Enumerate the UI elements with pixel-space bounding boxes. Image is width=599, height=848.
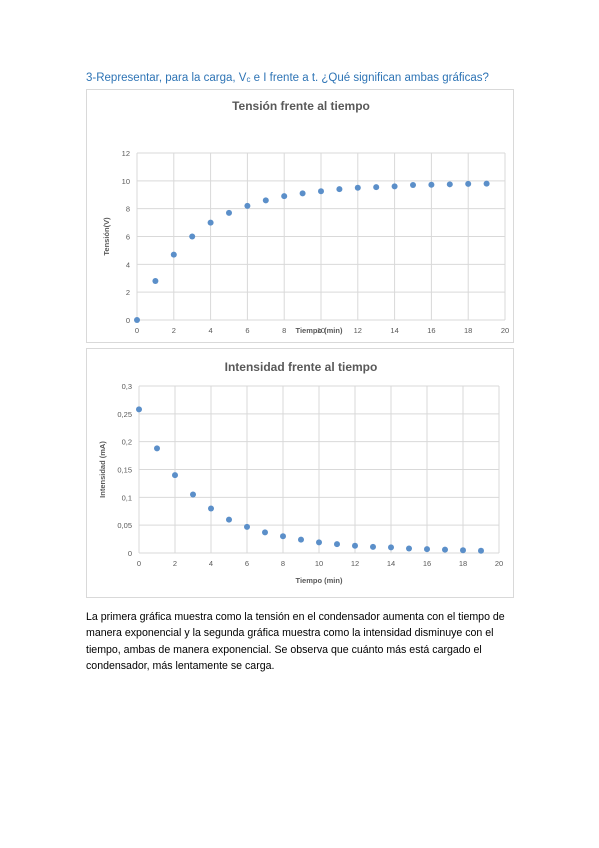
- data-point: [373, 184, 380, 191]
- voltage-chart: 0 2 4 6 8 10 12 0 2 4 6 8 10 12 14 16 18 20 Tensión frente…: [86, 89, 514, 343]
- y-tick-label: 0: [126, 316, 130, 325]
- x-tick-label: 0: [137, 559, 141, 568]
- chart-title: Tensión frente al tiempo: [232, 99, 370, 113]
- data-point: [244, 202, 251, 209]
- data-point: [465, 180, 472, 187]
- x-tick-label: 16: [423, 559, 431, 568]
- y-tick-label: 0,25: [117, 410, 132, 419]
- current-chart-svg: 0 0,05 0,1 0,15 0,2 0,25 0,3 0 2 4 6 8 10 12 14 16 18 20 I…: [98, 360, 503, 585]
- x-tick-label: 20: [501, 326, 509, 335]
- data-point: [318, 188, 324, 195]
- x-tick-label: 16: [427, 326, 435, 335]
- y-tick-label: 4: [126, 260, 130, 269]
- data-point: [410, 182, 416, 189]
- data-point: [483, 180, 490, 187]
- x-tick-label: 8: [281, 559, 285, 568]
- x-tick-label: 8: [282, 326, 286, 335]
- y-tick-label: 10: [122, 177, 130, 186]
- x-tick-label: 6: [245, 559, 249, 568]
- data-point: [334, 541, 340, 548]
- current-chart: 0 0,05 0,1 0,15 0,2 0,25 0,3 0 2 4 6 8 10 12 14 16 18 20 I…: [86, 348, 514, 598]
- x-tick-label: 10: [317, 326, 325, 335]
- section-heading: 3-Representar, para la carga, Vc e I fre…: [86, 72, 489, 84]
- x-tick-label: 2: [173, 559, 177, 568]
- x-tick-label: 18: [459, 559, 467, 568]
- data-point: [172, 472, 178, 479]
- x-tick-label: 4: [209, 326, 213, 335]
- data-point: [299, 190, 306, 197]
- data-point: [154, 445, 160, 452]
- data-point: [152, 278, 159, 285]
- x-tick-label: 4: [209, 559, 213, 568]
- data-point: [388, 544, 394, 551]
- data-point: [136, 406, 142, 413]
- y-axis-label: Tensión(V): [102, 217, 111, 256]
- y-tick-label: 0: [128, 549, 132, 558]
- y-tick-label: 0,3: [122, 382, 132, 391]
- x-tick-label: 6: [245, 326, 249, 335]
- x-axis-label: Tiempo (min): [296, 326, 343, 335]
- subscript-c: c: [246, 75, 251, 84]
- data-point: [428, 181, 435, 188]
- x-tick-label: 12: [354, 326, 362, 335]
- y-tick-label: 0,2: [122, 438, 132, 447]
- data-point: [170, 251, 177, 258]
- data-point: [226, 516, 232, 523]
- data-point: [352, 542, 358, 549]
- data-point: [189, 233, 196, 240]
- data-point: [460, 547, 466, 554]
- x-tick-label: 14: [390, 326, 398, 335]
- data-point: [281, 193, 288, 200]
- data-point: [442, 546, 448, 553]
- x-tick-label: 18: [464, 326, 472, 335]
- voltage-chart-svg: 0 2 4 6 8 10 12 0 2 4 6 8 10 12 14 16 18 20 Tensión frente…: [102, 99, 509, 335]
- y-tick-label: 12: [122, 149, 130, 158]
- data-point: [244, 523, 250, 530]
- y-tick-label: 2: [126, 288, 130, 297]
- data-point: [478, 547, 484, 554]
- chart-title: Intensidad frente al tiempo: [225, 360, 378, 374]
- data-point: [391, 183, 398, 190]
- data-point: [262, 197, 269, 204]
- data-point: [280, 533, 286, 540]
- y-tick-label: 0,05: [117, 521, 132, 530]
- x-tick-label: 14: [387, 559, 395, 568]
- data-point: [298, 536, 304, 543]
- y-tick-label: 6: [126, 233, 130, 242]
- data-point: [226, 209, 232, 216]
- data-point: [262, 529, 268, 536]
- data-point: [190, 491, 196, 498]
- data-point: [207, 219, 214, 226]
- x-tick-label: 20: [495, 559, 503, 568]
- data-point: [336, 186, 343, 193]
- y-tick-label: 0,1: [122, 493, 132, 502]
- data-point: [354, 184, 361, 191]
- data-point: [424, 546, 430, 553]
- data-point: [134, 317, 140, 323]
- x-tick-label: 0: [135, 326, 139, 335]
- y-tick-label: 0,15: [117, 466, 132, 475]
- data-point: [316, 539, 322, 546]
- data-point: [370, 543, 376, 550]
- x-tick-label: 10: [315, 559, 323, 568]
- x-tick-label: 2: [172, 326, 176, 335]
- x-tick-label: 12: [351, 559, 359, 568]
- data-point: [208, 505, 214, 512]
- y-axis-label: Intensidad (mA): [98, 441, 107, 498]
- y-tick-label: 8: [126, 205, 130, 214]
- data-point: [446, 181, 453, 188]
- explanation-paragraph: La primera gráfica muestra como la tensi…: [86, 611, 505, 673]
- x-axis-label: Tiempo (min): [296, 576, 343, 585]
- data-point: [406, 545, 412, 552]
